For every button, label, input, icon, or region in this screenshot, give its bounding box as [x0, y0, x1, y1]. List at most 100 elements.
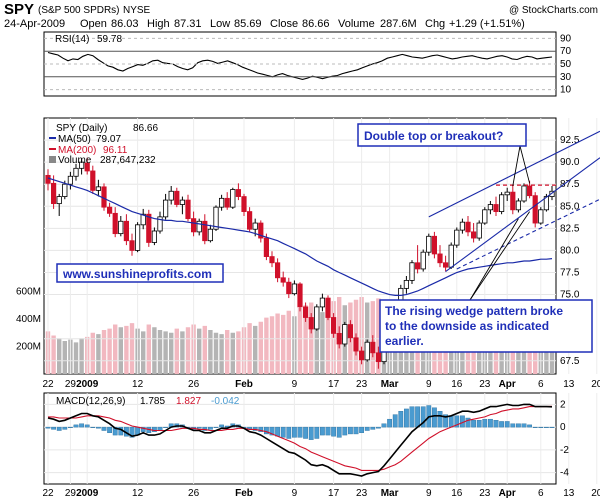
volume-bar — [269, 316, 275, 374]
candle-body — [482, 209, 488, 224]
macd-histogram-bar — [84, 424, 90, 428]
header-high-label: High — [147, 18, 170, 30]
volume-bar — [185, 327, 191, 374]
candle-body — [235, 189, 241, 197]
candle-body — [79, 161, 85, 169]
macd-histogram-bar — [292, 426, 297, 438]
candle-body — [118, 220, 124, 235]
candle-body — [241, 196, 247, 212]
macd-histogram-bar — [387, 418, 392, 428]
macd-histogram-bar — [280, 426, 286, 438]
macd-value: 1.785 — [140, 396, 165, 407]
price-tick-label: 90.0 — [560, 157, 580, 168]
macd-histogram-bar — [415, 406, 420, 428]
macd-histogram-bar — [264, 426, 269, 435]
candle-body — [218, 197, 225, 208]
macd-tick-label: 2 — [560, 399, 566, 410]
volume-bar — [376, 298, 381, 374]
candle-body — [95, 186, 101, 191]
candle-body — [515, 200, 522, 211]
legend-title: SPY (Daily) — [56, 123, 108, 134]
header-volume-value: 287.6M — [380, 18, 417, 30]
macd-histogram-bar — [353, 426, 359, 435]
macd-histogram-bar — [364, 426, 370, 431]
header-close-label: Close — [270, 18, 298, 30]
candle-body — [263, 237, 270, 257]
date-tick-label-bottom: Feb — [235, 488, 253, 499]
annotation-bottom-line-3: earlier. — [385, 334, 424, 348]
macd-histogram-bar — [348, 426, 353, 435]
date-tick-label: 9 — [426, 379, 432, 390]
candle-body — [185, 199, 191, 220]
macd-histogram-bar — [381, 423, 387, 428]
candle-body — [146, 213, 152, 243]
date-tick-label: 16 — [451, 379, 463, 390]
candle-body — [426, 235, 432, 253]
price-legend: SPY (Daily) 86.66 MA(50) 79.07 MA(200) 9… — [49, 123, 158, 166]
macd-histogram-bar — [331, 426, 336, 437]
macd-histogram-bar — [448, 415, 454, 428]
candle-body — [157, 216, 163, 232]
annotation-top-text: Double top or breakout? — [364, 129, 503, 143]
macd-histogram-bar — [297, 426, 303, 438]
volume-bar — [90, 332, 95, 374]
volume-bar — [96, 334, 101, 374]
header-date: 24-Apr-2009 — [4, 18, 65, 30]
macd-histogram-bar — [392, 414, 398, 428]
volume-bar — [314, 309, 319, 374]
candle-body — [549, 190, 555, 197]
date-tick-label: 26 — [188, 379, 200, 390]
header-chg-label: Chg — [425, 18, 445, 30]
macd-hist-value: -0.042 — [211, 396, 240, 407]
macd-histogram-bar — [454, 415, 460, 428]
macd-histogram-bar — [521, 423, 527, 428]
annotation-top-box — [357, 123, 527, 147]
volume-bar — [264, 317, 269, 374]
macd-histogram-bar — [336, 426, 342, 438]
rsi-tick-label: 30 — [560, 72, 572, 83]
candle-body — [319, 297, 326, 308]
candle-body — [213, 206, 219, 230]
price-tick-label: 85.0 — [560, 201, 580, 212]
candle-body — [297, 283, 303, 308]
date-tick-label-bottom: 20 — [591, 488, 600, 499]
date-tick-label: 9 — [292, 379, 298, 390]
pointer-top-2 — [512, 145, 521, 187]
macd-histogram-bar — [67, 426, 73, 428]
volume-bar — [297, 308, 303, 374]
macd-histogram-bar — [196, 426, 202, 429]
volume-bar — [124, 325, 129, 374]
watermark: www.sunshineprofits.com — [56, 263, 224, 283]
date-tick-label-bottom: Apr — [499, 488, 516, 499]
macd-signal-value: 1.827 — [176, 396, 201, 407]
volume-bar — [549, 334, 555, 374]
volume-bar — [152, 327, 157, 374]
date-tick-label: 13 — [563, 379, 575, 390]
candle-body — [179, 199, 185, 205]
candle-body — [532, 195, 538, 224]
candle-body — [129, 240, 135, 251]
candle-body — [67, 175, 73, 185]
candle-body — [330, 317, 337, 334]
candle-body — [543, 196, 550, 211]
volume-bar — [320, 312, 325, 374]
rsi-tick-label: 90 — [560, 33, 572, 44]
candle-body — [151, 230, 157, 243]
candle-body — [308, 317, 314, 330]
watermark-text: www.sunshineprofits.com — [62, 267, 212, 281]
price-tick-label: 92.5 — [560, 135, 580, 146]
price-tick-label: 77.5 — [560, 267, 580, 278]
legend-ma200-value: 96.11 — [103, 145, 128, 156]
legend-ma50-label: MA(50) — [58, 134, 91, 145]
candle-body — [498, 194, 505, 212]
candle-body — [269, 256, 275, 264]
legend-ma200-label: MA(200) — [58, 145, 96, 156]
volume-bar — [202, 325, 207, 374]
macd-histogram-bar — [112, 426, 118, 436]
header-chg-value: +1.29 (+1.51%) — [449, 18, 525, 30]
candle-body — [162, 199, 169, 218]
macd-histogram-bar — [286, 426, 292, 439]
watermark-box — [56, 263, 224, 283]
date-tick-label-bottom: 9 — [426, 488, 432, 499]
candle-body — [538, 209, 544, 224]
